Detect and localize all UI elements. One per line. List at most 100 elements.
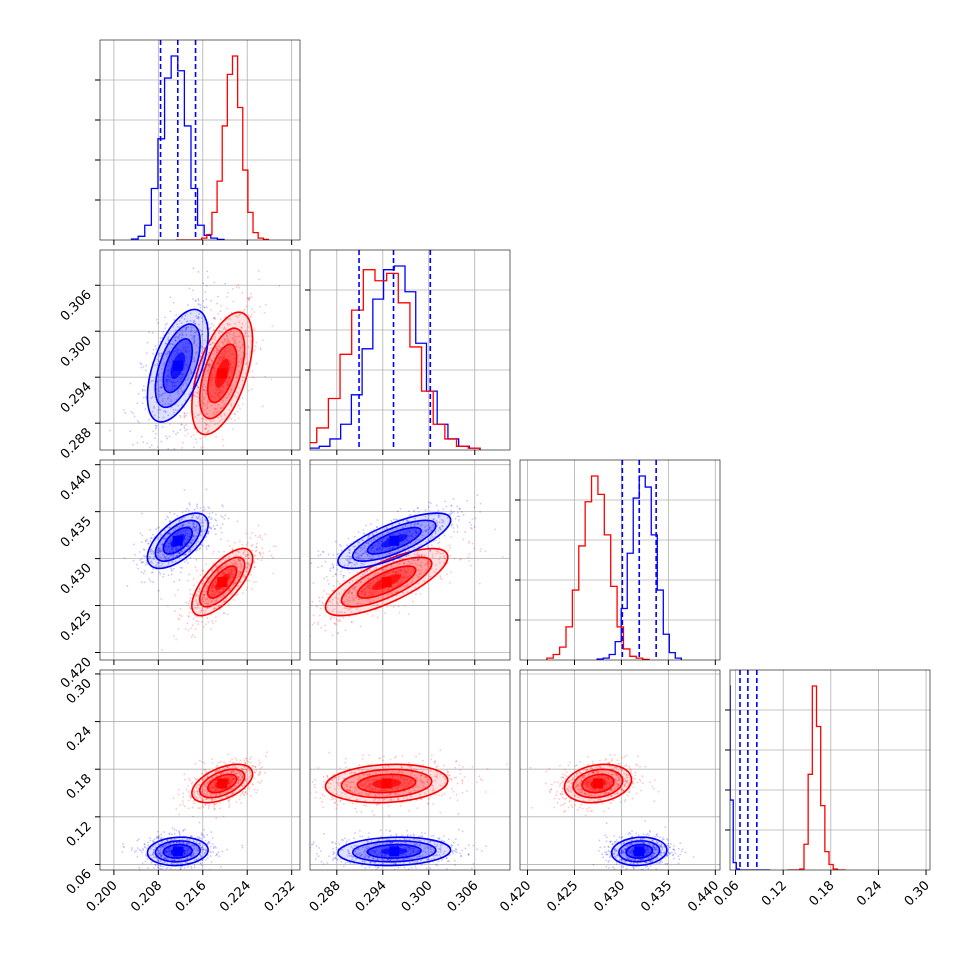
scatter-point xyxy=(268,550,271,553)
scatter-point xyxy=(440,578,443,581)
scatter-point xyxy=(126,584,129,587)
scatter-point xyxy=(169,380,171,382)
scatter-point xyxy=(194,762,197,765)
scatter-point xyxy=(286,637,288,639)
scatter-point xyxy=(185,559,188,561)
scatter-point xyxy=(203,508,206,511)
scatter-point xyxy=(431,547,434,550)
scatter-point xyxy=(261,405,264,408)
scatter-point xyxy=(245,544,248,546)
scatter-point xyxy=(194,596,197,598)
scatter-point xyxy=(182,529,184,532)
scatter-point xyxy=(332,584,335,587)
scatter-point xyxy=(229,575,232,578)
scatter-point xyxy=(408,510,410,513)
scatter-point xyxy=(238,574,241,577)
scatter-point xyxy=(109,429,111,432)
scatter-point xyxy=(211,599,214,601)
scatter-point xyxy=(213,607,216,609)
scatter-point xyxy=(403,604,406,607)
scatter-point xyxy=(332,554,335,556)
scatter-point xyxy=(167,336,170,339)
scatter-point xyxy=(318,614,321,617)
scatter-point xyxy=(194,636,196,639)
scatter-point xyxy=(247,314,250,317)
scatter-point xyxy=(239,407,241,410)
scatter-point xyxy=(216,590,219,593)
scatter-point xyxy=(246,541,249,544)
scatter-point xyxy=(210,343,212,346)
scatter-point xyxy=(186,345,189,348)
scatter-point xyxy=(214,460,216,462)
scatter-point xyxy=(241,844,244,847)
scatter-point xyxy=(347,537,350,540)
scatter-point xyxy=(236,593,239,596)
scatter-point xyxy=(150,537,152,540)
scatter-point xyxy=(188,503,191,506)
scatter-point xyxy=(317,566,320,569)
scatter-point xyxy=(218,349,220,351)
scatter-point xyxy=(144,396,147,399)
scatter-point xyxy=(181,333,184,336)
scatter-point xyxy=(184,342,187,345)
scatter-point xyxy=(172,555,175,557)
scatter-point xyxy=(168,351,171,353)
scatter-point xyxy=(219,807,221,810)
scatter-point xyxy=(208,365,211,368)
scatter-point xyxy=(329,618,332,621)
scatter-point xyxy=(200,329,202,332)
scatter-point xyxy=(155,347,158,350)
scatter-point xyxy=(210,405,213,407)
scatter-point xyxy=(297,608,299,610)
scatter-point xyxy=(195,331,198,333)
scatter-point xyxy=(151,395,154,398)
scatter-point xyxy=(205,392,208,395)
scatter-point xyxy=(197,606,200,609)
scatter-point xyxy=(197,271,200,273)
scatter-point xyxy=(439,552,442,555)
scatter-point xyxy=(213,391,216,394)
scatter-point xyxy=(216,569,219,572)
scatter-point xyxy=(222,385,225,388)
scatter-point xyxy=(172,797,175,800)
scatter-point xyxy=(340,549,343,552)
scatter-point xyxy=(178,520,181,522)
scatter-point xyxy=(158,395,161,398)
scatter-point xyxy=(189,319,192,322)
scatter-point xyxy=(196,503,199,506)
scatter-point xyxy=(390,563,393,566)
scatter-point xyxy=(195,558,198,561)
scatter-point xyxy=(202,524,204,527)
scatter-point xyxy=(187,304,189,306)
scatter-point xyxy=(178,871,180,873)
scatter-point xyxy=(235,336,238,338)
scatter-point xyxy=(140,363,143,366)
scatter-point xyxy=(467,556,470,559)
scatter-point xyxy=(231,761,234,764)
scatter-point xyxy=(195,524,198,527)
scatter-point xyxy=(174,382,177,384)
scatter-point xyxy=(187,545,190,548)
scatter-point xyxy=(176,352,178,355)
scatter-point xyxy=(200,772,203,775)
scatter-point xyxy=(260,559,263,562)
scatter-point xyxy=(223,354,226,356)
scatter-point xyxy=(164,556,167,559)
scatter-point xyxy=(323,577,326,580)
scatter-point xyxy=(212,622,214,624)
scatter-point xyxy=(235,563,238,566)
scatter-point xyxy=(230,571,233,574)
scatter-point xyxy=(167,402,170,405)
scatter-point xyxy=(219,359,221,362)
scatter-point xyxy=(201,521,203,523)
scatter-point xyxy=(255,341,258,344)
scatter-point xyxy=(221,418,223,421)
scatter-point xyxy=(156,551,159,554)
scatter-point xyxy=(344,629,347,632)
scatter-point xyxy=(205,390,208,393)
scatter-point xyxy=(221,559,224,562)
scatter-point xyxy=(231,569,233,572)
scatter-point xyxy=(209,366,212,368)
scatter-point xyxy=(188,393,191,396)
